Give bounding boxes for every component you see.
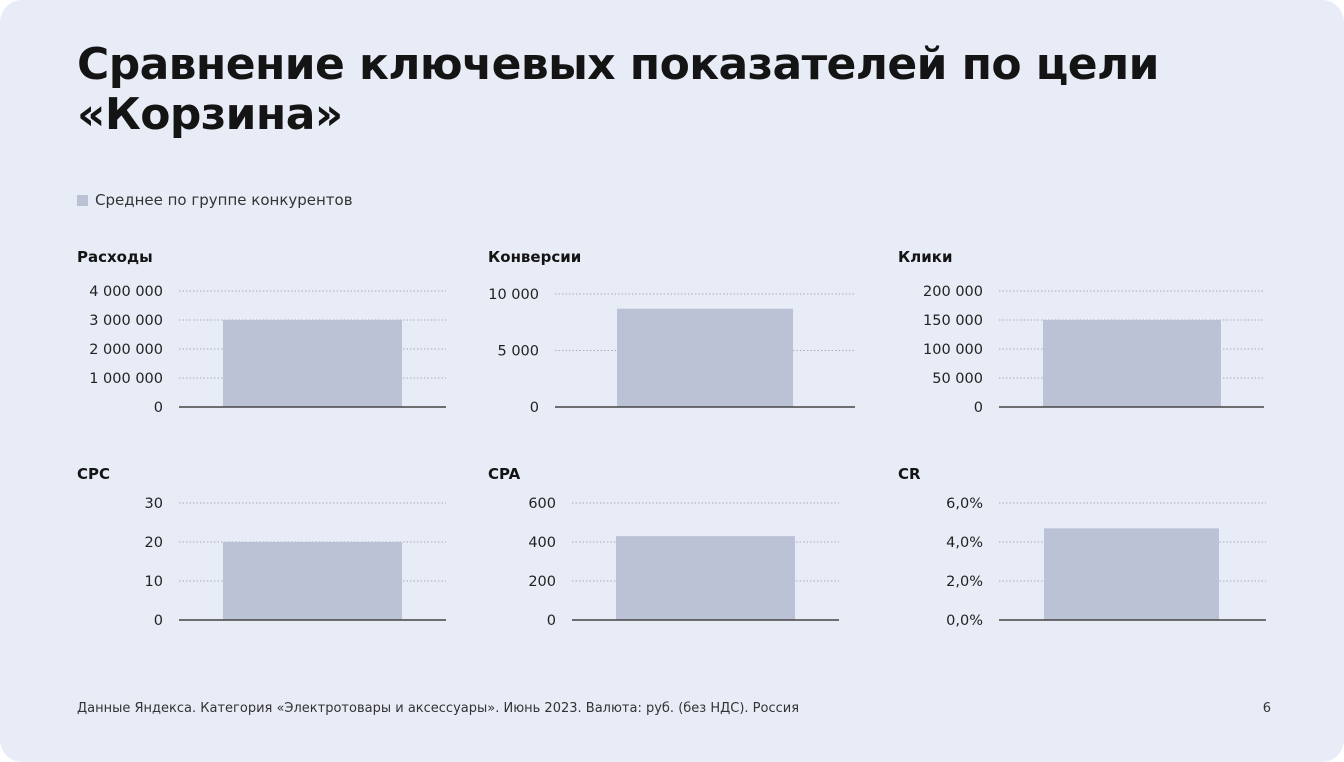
y-tick-label: 0 [547, 613, 556, 629]
bar [617, 308, 793, 407]
y-tick-label: 200 [528, 574, 556, 590]
legend-label: Среднее по группе конкурентов [95, 191, 353, 209]
footer-source-note: Данные Яндекса. Категория «Электротовары… [77, 701, 800, 716]
slide-title-line1: Сравнение ключевых показателей по цели [77, 39, 1159, 90]
y-tick-label: 10 [145, 574, 163, 590]
chart-legend: Среднее по группе конкурентов [77, 191, 353, 209]
y-tick-label: 600 [528, 496, 556, 512]
chart-title: CPC [77, 465, 110, 483]
legend-swatch [77, 194, 88, 206]
y-tick-label: 3 000 000 [89, 313, 163, 329]
y-tick-label: 2,0% [946, 574, 983, 590]
chart-title: CR [898, 465, 921, 483]
y-tick-label: 4 000 000 [89, 284, 163, 300]
y-tick-label: 0 [154, 400, 163, 416]
y-tick-label: 0 [530, 400, 539, 416]
y-tick-label: 1 000 000 [89, 371, 163, 387]
bar [223, 542, 402, 620]
bar [616, 536, 795, 620]
y-tick-label: 0 [154, 613, 163, 629]
chart-title: Расходы [77, 248, 153, 266]
y-tick-label: 200 000 [923, 284, 983, 300]
slide-title: Сравнение ключевых показателей по цели «… [77, 40, 1277, 140]
y-tick-label: 2 000 000 [89, 342, 163, 358]
y-tick-label: 30 [145, 496, 163, 512]
y-tick-label: 4,0% [946, 535, 983, 551]
bar [1044, 528, 1219, 620]
bar [1043, 320, 1221, 407]
y-tick-label: 5 000 [497, 344, 539, 360]
y-tick-label: 0 [974, 400, 983, 416]
slide-title-line2: «Корзина» [77, 89, 343, 140]
y-tick-label: 10 000 [488, 287, 539, 303]
chart-title: Клики [898, 248, 952, 266]
chart-title: CPA [488, 465, 521, 483]
page-number: 6 [1262, 701, 1271, 716]
y-tick-label: 0,0% [946, 613, 983, 629]
y-tick-label: 150 000 [923, 313, 983, 329]
y-tick-label: 20 [145, 535, 163, 551]
chart-title: Конверсии [488, 248, 581, 266]
y-tick-label: 6,0% [946, 496, 983, 512]
y-tick-label: 50 000 [932, 371, 983, 387]
y-tick-label: 400 [528, 535, 556, 551]
y-tick-label: 100 000 [923, 342, 983, 358]
bar [223, 320, 402, 407]
